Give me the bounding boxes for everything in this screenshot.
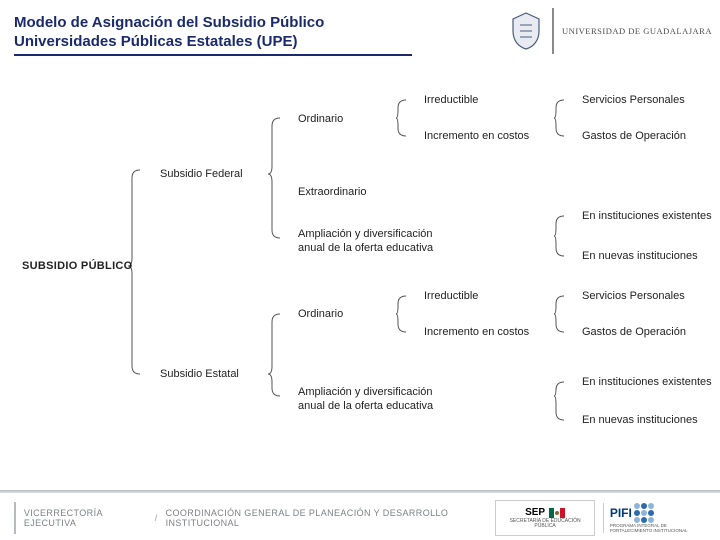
node-eo_irr: Irreductible (424, 290, 478, 303)
node-fed: Subsidio Federal (160, 168, 243, 181)
node-est: Subsidio Estatal (160, 368, 239, 381)
bracket-7 (554, 296, 564, 332)
bracket-8 (554, 382, 564, 420)
pifi-dots-icon (634, 503, 654, 523)
node-eo_inc: Incremento en costos (424, 326, 529, 339)
footer-right: SEP SECRETARÍA DE EDUCACIÓN PÚBLICA PIFI (495, 500, 720, 536)
node-gast_o1: Gastos de Operación (582, 130, 686, 143)
footer-divider (14, 502, 16, 534)
sep-logo: SEP SECRETARÍA DE EDUCACIÓN PÚBLICA (495, 500, 594, 536)
pifi-logo: PIFI PROGRAMA INTEGRAL DE FORTALECIMIENT… (603, 503, 710, 533)
node-inst_nv2: En nuevas instituciones (582, 414, 698, 427)
bracket-4 (396, 296, 406, 332)
node-est_amp1: Ampliación y diversificación (298, 386, 433, 399)
node-inst_ex1: En instituciones existentes (582, 210, 712, 223)
university-crest-icon (508, 10, 544, 52)
header-divider (552, 8, 554, 54)
node-fed_ord: Ordinario (298, 113, 343, 126)
footer-text-2: COORDINACIÓN GENERAL DE PLANEACIÓN Y DES… (166, 508, 496, 528)
node-fed_amp1: Ampliación y diversificación (298, 228, 433, 241)
footer-left: VICERRECTORÍA EJECUTIVA / COORDINACIÓN G… (0, 502, 495, 534)
footer: VICERRECTORÍA EJECUTIVA / COORDINACIÓN G… (0, 490, 720, 540)
pifi-label: PIFI (610, 506, 632, 520)
bracket-5 (554, 100, 564, 136)
node-inst_nv1: En nuevas instituciones (582, 250, 698, 263)
university-name: UNIVERSIDAD DE GUADALAJARA (562, 26, 712, 36)
node-root: SUBSIDIO PÚBLICO (22, 260, 133, 273)
subsidy-diagram: SUBSIDIO PÚBLICO Subsidio Federal Subsidio… (0, 78, 720, 460)
node-fed_amp2: anual de la oferta educativa (298, 242, 433, 255)
node-fed_ext: Extraordinario (298, 186, 366, 199)
bracket-1 (268, 118, 280, 238)
footer-slash: / (155, 513, 158, 523)
node-est_amp2: anual de la oferta educativa (298, 400, 433, 413)
pifi-subtitle: PROGRAMA INTEGRAL DE FORTALECIMIENTO INS… (610, 524, 710, 533)
title-block: Modelo de Asignación del Subsidio Públic… (14, 14, 434, 56)
node-fo_irr: Irreductible (424, 94, 478, 107)
sep-label: SEP (525, 507, 545, 518)
title-underline (14, 54, 412, 56)
node-gast_o2: Gastos de Operación (582, 326, 686, 339)
bracket-6 (554, 216, 564, 256)
footer-rule (0, 490, 720, 493)
footer-content: VICERRECTORÍA EJECUTIVA / COORDINACIÓN G… (0, 496, 720, 540)
title-line-1: Modelo de Asignación del Subsidio Públic… (14, 14, 434, 33)
title-line-2: Universidades Públicas Estatales (UPE) (14, 33, 434, 52)
footer-text-1: VICERRECTORÍA EJECUTIVA (24, 508, 147, 528)
node-fo_inc: Incremento en costos (424, 130, 529, 143)
mexico-flag-icon (549, 508, 565, 518)
bracket-2 (268, 314, 280, 396)
node-serv_p1: Servicios Personales (582, 94, 685, 107)
bracket-3 (396, 100, 406, 136)
sep-subtitle: SECRETARÍA DE EDUCACIÓN PÚBLICA (502, 519, 587, 529)
node-inst_ex2: En instituciones existentes (582, 376, 712, 389)
header: Modelo de Asignación del Subsidio Públic… (0, 0, 720, 64)
node-est_ord: Ordinario (298, 308, 343, 321)
node-serv_p2: Servicios Personales (582, 290, 685, 303)
header-right: UNIVERSIDAD DE GUADALAJARA (508, 8, 712, 54)
